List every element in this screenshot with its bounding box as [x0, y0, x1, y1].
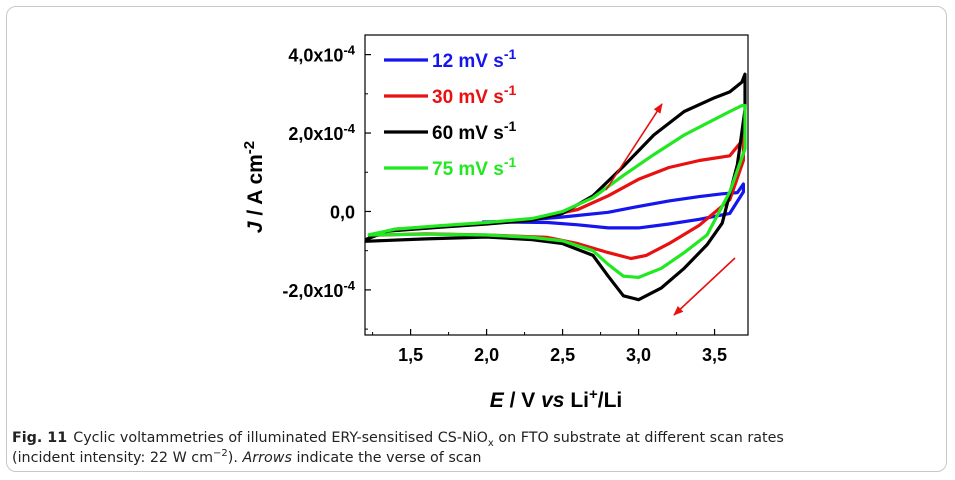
figure-caption: Fig. 11 Cyclic voltammetries of illuminat…: [12, 428, 937, 468]
y-tick-label: -2,0x10-4: [282, 277, 355, 301]
y-axis-label: J / A cm-2: [241, 141, 268, 233]
x-tick-label: 3,5: [702, 345, 727, 365]
cv-curve-2: [364, 72, 747, 302]
x-tick-label: 1,5: [398, 345, 423, 365]
x-tick-label: 2,0: [474, 345, 499, 365]
y-tick-label: 2,0x10-4: [288, 121, 355, 145]
x-tick-label: 2,5: [550, 345, 575, 365]
caption-text-3: (incident intensity: 22 W cm: [12, 450, 214, 466]
caption-text-4: ).: [227, 450, 243, 466]
caption-text-1: Cyclic voltammetries of illuminated ERY-…: [73, 430, 488, 446]
x-tick-label: 3,0: [626, 345, 651, 365]
caption-subscript: x: [487, 437, 494, 449]
legend-label-1: 30 mV s-1: [432, 82, 516, 108]
caption-superscript: −2: [213, 448, 228, 460]
caption-italic: Arrows: [242, 450, 292, 466]
cv-curve-0: [481, 182, 745, 230]
cyclic-voltammetry-chart: 1,5 2,0 2,5 3,0 3,5 4,0x10-4 2,0x10-4 0,0 -2,0x1…: [241, 34, 749, 413]
scan-arrow-forward: [605, 103, 663, 191]
y-tick-label: 4,0x10-4: [288, 42, 355, 66]
caption-text-2: on FTO substrate at different scan rates: [493, 430, 784, 446]
legend-label-0: 12 mV s-1: [432, 46, 516, 72]
figure-frame: [6, 6, 947, 472]
figure-label: Fig. 11: [12, 430, 68, 446]
y-tick-label: 0,0: [330, 202, 355, 222]
legend-label-3: 75 mV s-1: [432, 154, 516, 180]
legend-label-2: 60 mV s-1: [432, 118, 516, 144]
plot-frame: [364, 34, 749, 336]
scan-arrow-reverse: [673, 257, 736, 316]
x-axis-label: E / V vs Li+/Li: [490, 386, 623, 413]
caption-text-5: indicate the verse of scan: [291, 450, 482, 466]
cv-curve-3: [367, 104, 747, 279]
